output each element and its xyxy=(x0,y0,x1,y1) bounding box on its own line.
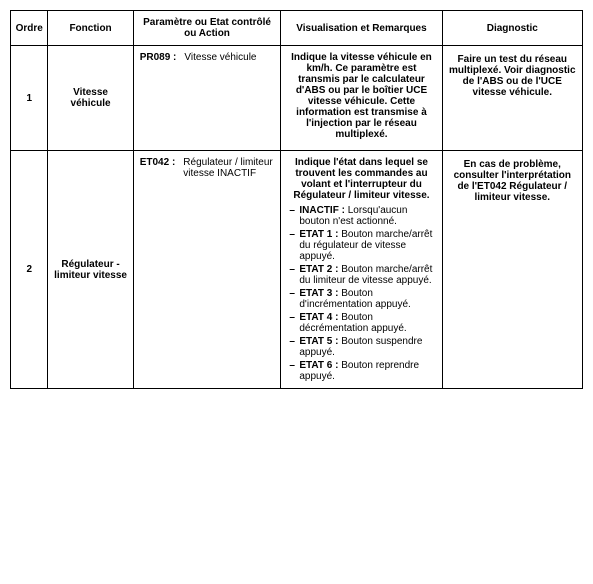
cell-fonction: Régulateur - limiteur vitesse xyxy=(48,151,133,389)
state-item: ETAT 3 : Bouton d'incrémentation appuyé. xyxy=(289,288,433,310)
state-item: ETAT 2 : Bouton marche/arrêt du limiteur… xyxy=(289,264,433,286)
state-label: ETAT 3 : xyxy=(299,288,341,299)
cell-ordre: 1 xyxy=(11,46,48,151)
cell-visual: Indique l'état dans lequel se trouvent l… xyxy=(281,151,442,389)
param-code: ET042 : xyxy=(140,157,176,168)
table-row: 1Vitesse véhiculePR089 :Vitesse véhicule… xyxy=(11,46,583,151)
header-ordre: Ordre xyxy=(11,11,48,46)
cell-diagnostic: Faire un test du réseau multiplexé. Voir… xyxy=(442,46,582,151)
state-item: ETAT 4 : Bouton décrémentation appuyé. xyxy=(289,312,433,334)
header-param: Paramètre ou Etat contrôlé ou Action xyxy=(133,11,281,46)
param-desc: Régulateur / limiteur vitesse INACTIF xyxy=(183,157,276,179)
state-list: INACTIF : Lorsqu'aucun bouton n'est acti… xyxy=(289,205,433,382)
header-fonction: Fonction xyxy=(48,11,133,46)
cell-param: ET042 : Régulateur / limiteur vitesse INA… xyxy=(133,151,281,389)
visual-intro: Indique la vitesse véhicule en km/h. Ce … xyxy=(289,52,433,140)
header-visual: Visualisation et Remarques xyxy=(281,11,442,46)
table-row: 2Régulateur - limiteur vitesse ET042 : Rég… xyxy=(11,151,583,389)
state-item: ETAT 5 : Bouton suspendre appuyé. xyxy=(289,336,433,358)
state-label: ETAT 2 : xyxy=(299,264,341,275)
state-item: INACTIF : Lorsqu'aucun bouton n'est acti… xyxy=(289,205,433,227)
cell-diagnostic: En cas de problème, consulter l'interpré… xyxy=(442,151,582,389)
param-code: PR089 : xyxy=(140,52,177,63)
state-item: ETAT 1 : Bouton marche/arrêt du régulate… xyxy=(289,229,433,262)
state-label: INACTIF : xyxy=(299,205,347,216)
param-desc: Vitesse véhicule xyxy=(184,52,256,63)
state-label: ETAT 6 : xyxy=(299,360,341,371)
state-item: ETAT 6 : Bouton reprendre appuyé. xyxy=(289,360,433,382)
visual-intro: Indique l'état dans lequel se trouvent l… xyxy=(289,157,433,201)
header-diag: Diagnostic xyxy=(442,11,582,46)
cell-fonction: Vitesse véhicule xyxy=(48,46,133,151)
state-label: ETAT 4 : xyxy=(299,312,341,323)
table-header-row: Ordre Fonction Paramètre ou Etat contrôl… xyxy=(11,11,583,46)
cell-param: PR089 : Vitesse véhicule xyxy=(133,46,281,151)
state-label: ETAT 1 : xyxy=(299,229,341,240)
cell-ordre: 2 xyxy=(11,151,48,389)
cell-visual: Indique la vitesse véhicule en km/h. Ce … xyxy=(281,46,442,151)
state-label: ETAT 5 : xyxy=(299,336,341,347)
diagnostic-table: Ordre Fonction Paramètre ou Etat contrôl… xyxy=(10,10,583,389)
